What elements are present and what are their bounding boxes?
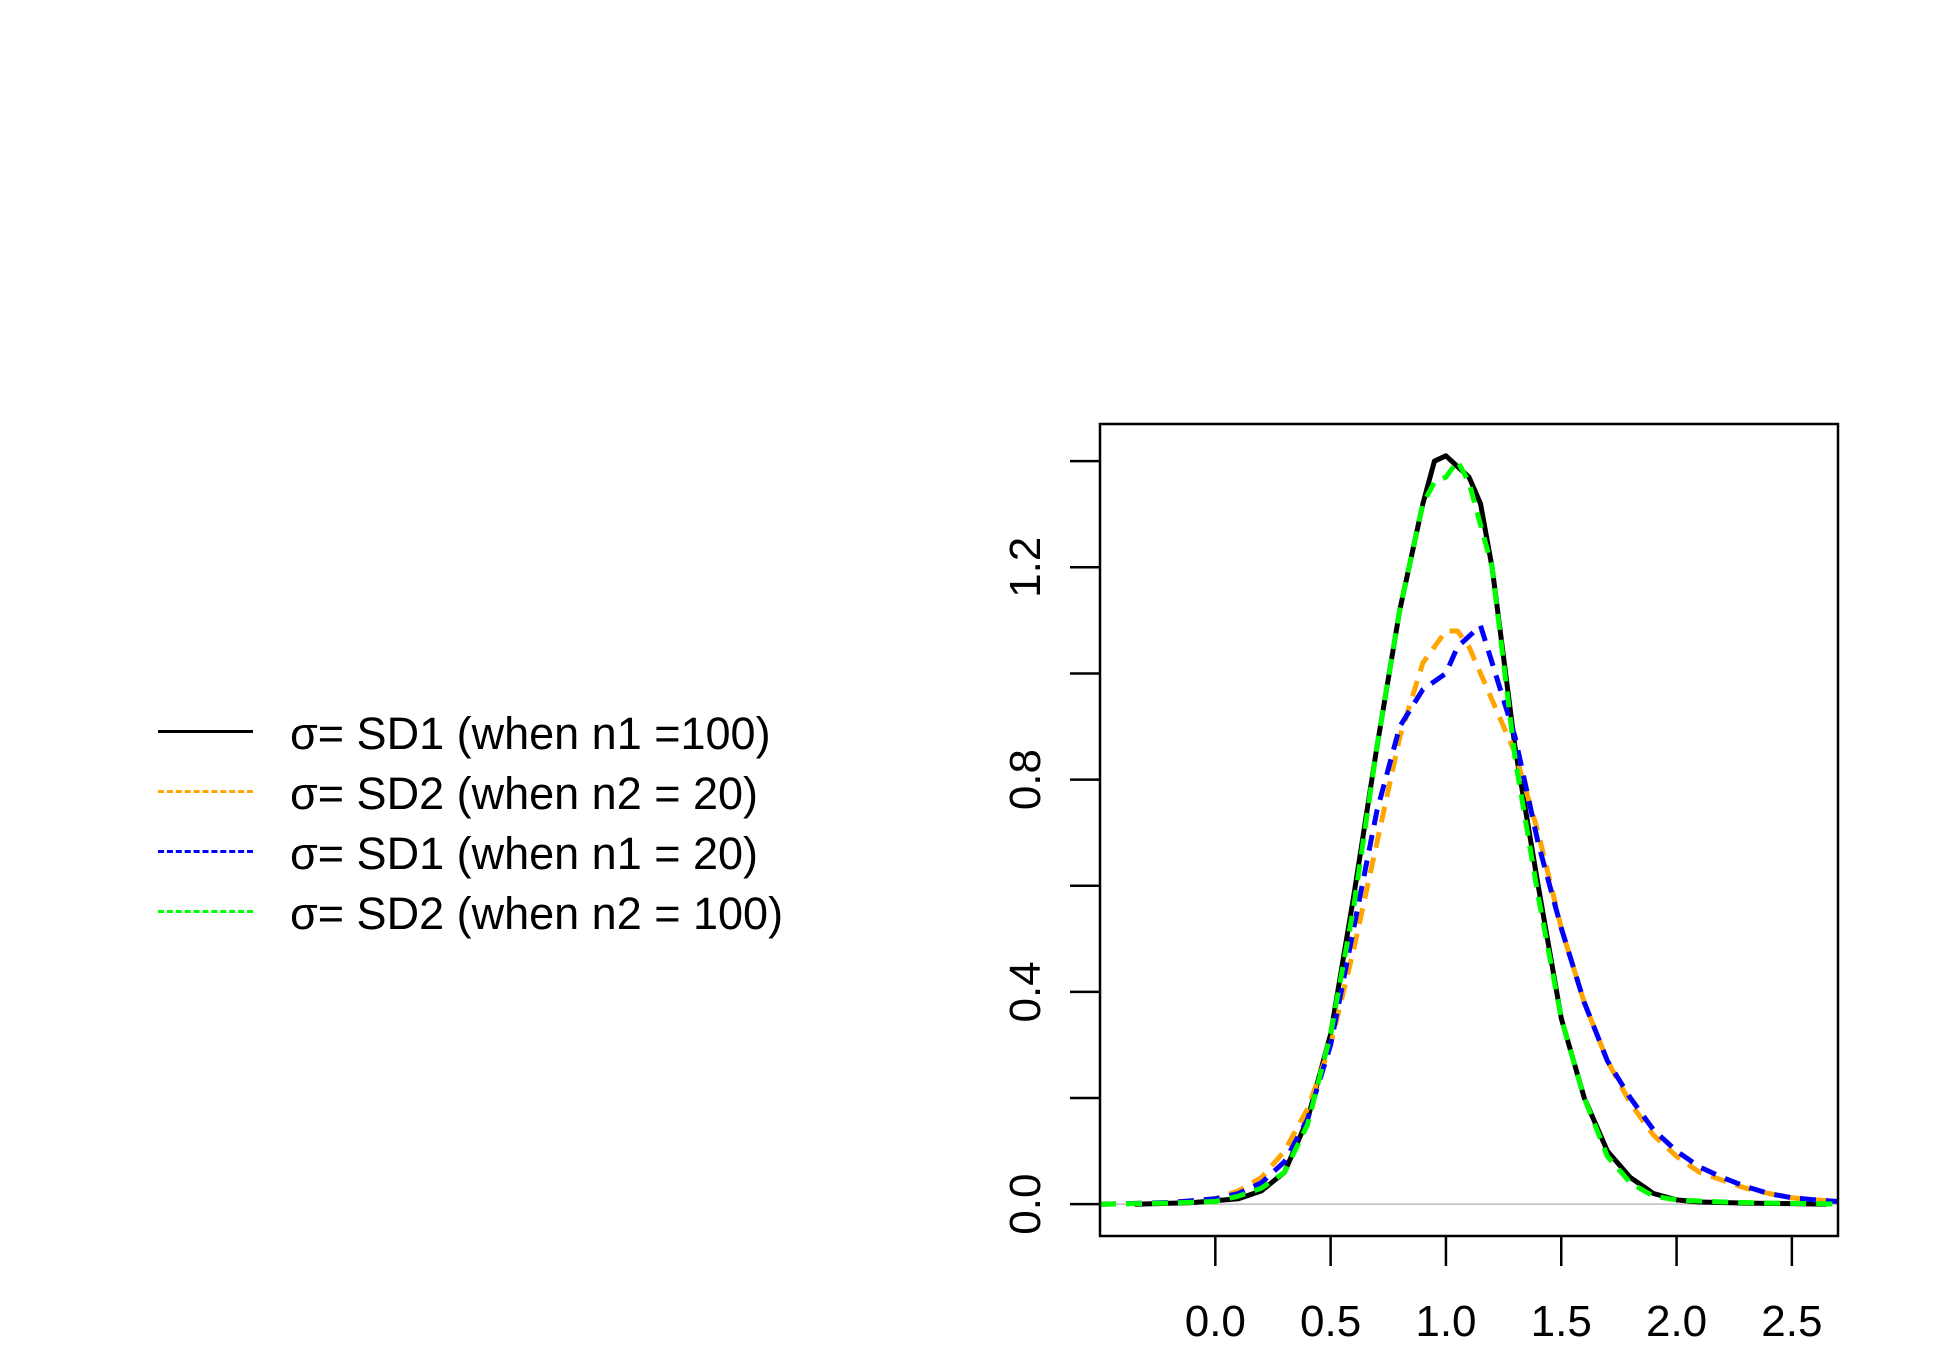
legend: σ= SD1 (when n1 =100) σ= SD2 (when n2 = …: [150, 700, 910, 940]
legend-entry-sd2-n20: σ= SD2 (when n2 = 20): [150, 760, 910, 820]
x-tick-label-0: 0.0: [1185, 1297, 1246, 1346]
x-tick-label-4: 2.0: [1646, 1297, 1707, 1346]
series-line-1: [1099, 628, 1839, 1207]
legend-key-sd1-n100: [158, 730, 253, 733]
x-tick-label-1: 0.5: [1300, 1297, 1361, 1346]
legend-entry-sd1-n20: σ= SD1 (when n1 = 20): [150, 820, 910, 880]
legend-label-sd2-n20: σ= SD2 (when n2 = 20): [290, 768, 759, 819]
legend-key-sd2-n100: [158, 910, 253, 913]
plot-area: 0.0 0.5 1.0 1.5 2.0 2.5 0.0 0.4 0.8 1.2: [1001, 422, 1840, 1346]
legend-entry-sd2-n100: σ= SD2 (when n2 = 100): [150, 880, 910, 940]
x-tick-label-3: 1.5: [1531, 1297, 1592, 1346]
y-tick-label-2: 0.4: [1001, 961, 1050, 1022]
legend-entry-sd1-n100: σ= SD1 (when n1 =100): [150, 700, 910, 760]
x-tick-label-2: 1.0: [1415, 1297, 1476, 1346]
legend-label-sd1-n20: σ= SD1 (when n1 = 20): [290, 828, 759, 879]
legend-key-sd2-n20: [158, 790, 253, 793]
y-tick-label-4: 0.8: [1001, 749, 1050, 810]
y-tick-label-6: 1.2: [1001, 537, 1050, 598]
y-tick-label-0: 0.0: [1001, 1174, 1050, 1235]
series-line-3: [1099, 458, 1839, 1207]
legend-key-sd1-n20: [158, 850, 253, 853]
legend-label-sd1-n100: σ= SD1 (when n1 =100): [290, 708, 771, 759]
x-tick-label-5: 2.5: [1761, 1297, 1822, 1346]
legend-label-sd2-n100: σ= SD2 (when n2 = 100): [290, 888, 784, 939]
plot-frame: [1098, 422, 1840, 1238]
